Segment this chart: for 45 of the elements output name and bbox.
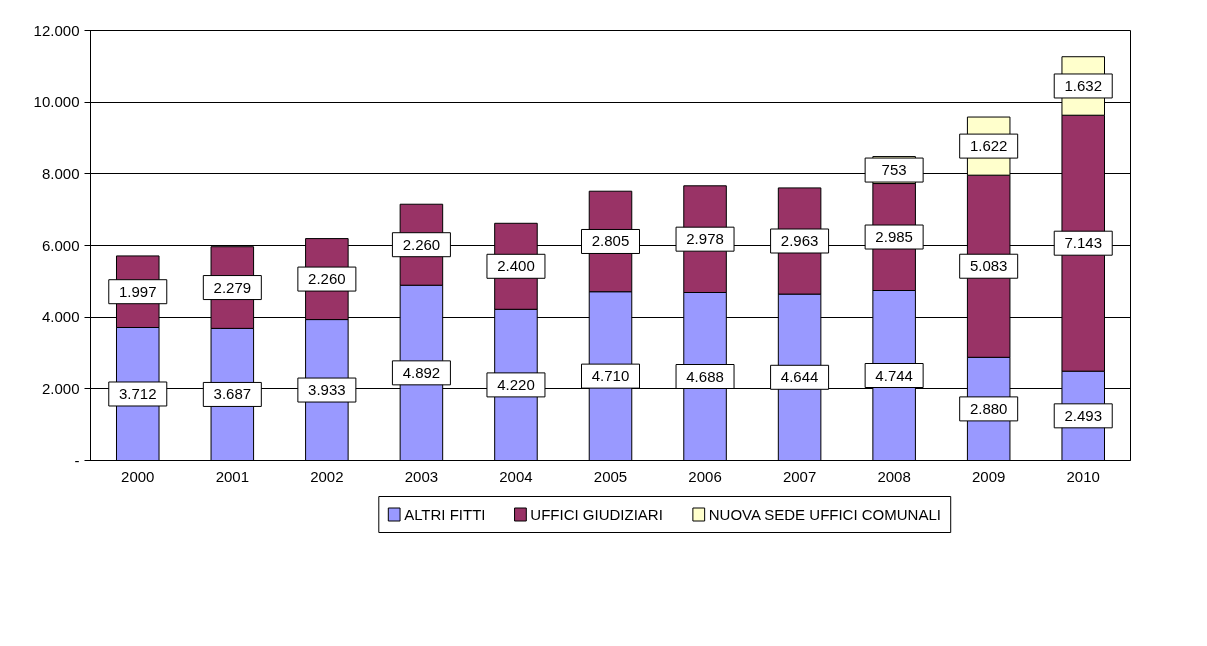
data-label: 4.744: [875, 366, 913, 384]
y-tick-label: 8.000: [41, 164, 80, 182]
data-label: 5.083: [969, 257, 1008, 275]
legend-label: ALTRI FITTI: [404, 506, 486, 523]
data-label: 2.493: [1064, 406, 1103, 424]
y-tick-label: -: [74, 451, 80, 469]
x-tick-label: 2010: [1066, 467, 1100, 485]
data-label: 4.688: [686, 367, 724, 385]
y-tick-label: 4.000: [41, 308, 80, 326]
data-label: 1.622: [969, 137, 1008, 155]
data-label: 4.644: [780, 368, 819, 386]
legend-label: UFFICI GIUDIZIARI: [530, 506, 663, 523]
data-label: 2.985: [875, 228, 913, 246]
x-tick-label: 2003: [404, 467, 439, 485]
x-tick-label: 2008: [877, 467, 911, 485]
data-label: 2.260: [402, 235, 441, 253]
y-tick-label: 2.000: [41, 379, 80, 397]
x-tick-label: 2005: [593, 467, 628, 485]
x-tick-label: 2002: [310, 467, 344, 485]
x-tick-label: 2009: [972, 467, 1006, 485]
data-label: 7.143: [1064, 234, 1103, 252]
y-tick-label: 12.000: [33, 21, 80, 39]
data-label: 2.279: [213, 278, 252, 296]
data-label: 3.687: [213, 385, 252, 403]
x-tick-label: 2006: [688, 467, 722, 485]
y-tick-label: 10.000: [33, 93, 80, 111]
data-label: 2.978: [686, 230, 724, 248]
data-label: 2.400: [497, 257, 535, 275]
x-tick-label: 2000: [121, 467, 155, 485]
y-tick-label: 6.000: [41, 236, 80, 254]
data-label: 2.260: [308, 270, 346, 288]
x-tick-label: 2001: [215, 467, 250, 485]
data-label: 3.712: [119, 384, 157, 402]
data-label: 2.805: [591, 232, 630, 250]
data-label: 1.997: [119, 282, 157, 300]
data-label: 2.963: [780, 232, 819, 249]
data-label: 4.220: [497, 375, 535, 393]
data-label: 2.880: [969, 399, 1008, 417]
x-tick-label: 2004: [499, 467, 533, 485]
x-tick-label: 2007: [782, 467, 817, 485]
legend-label: NUOVA SEDE UFFICI COMUNALI: [708, 506, 941, 523]
data-label: 4.710: [591, 367, 630, 385]
data-label: 4.892: [402, 363, 441, 381]
data-label: 3.933: [308, 381, 346, 399]
data-label: 1.632: [1064, 76, 1103, 94]
